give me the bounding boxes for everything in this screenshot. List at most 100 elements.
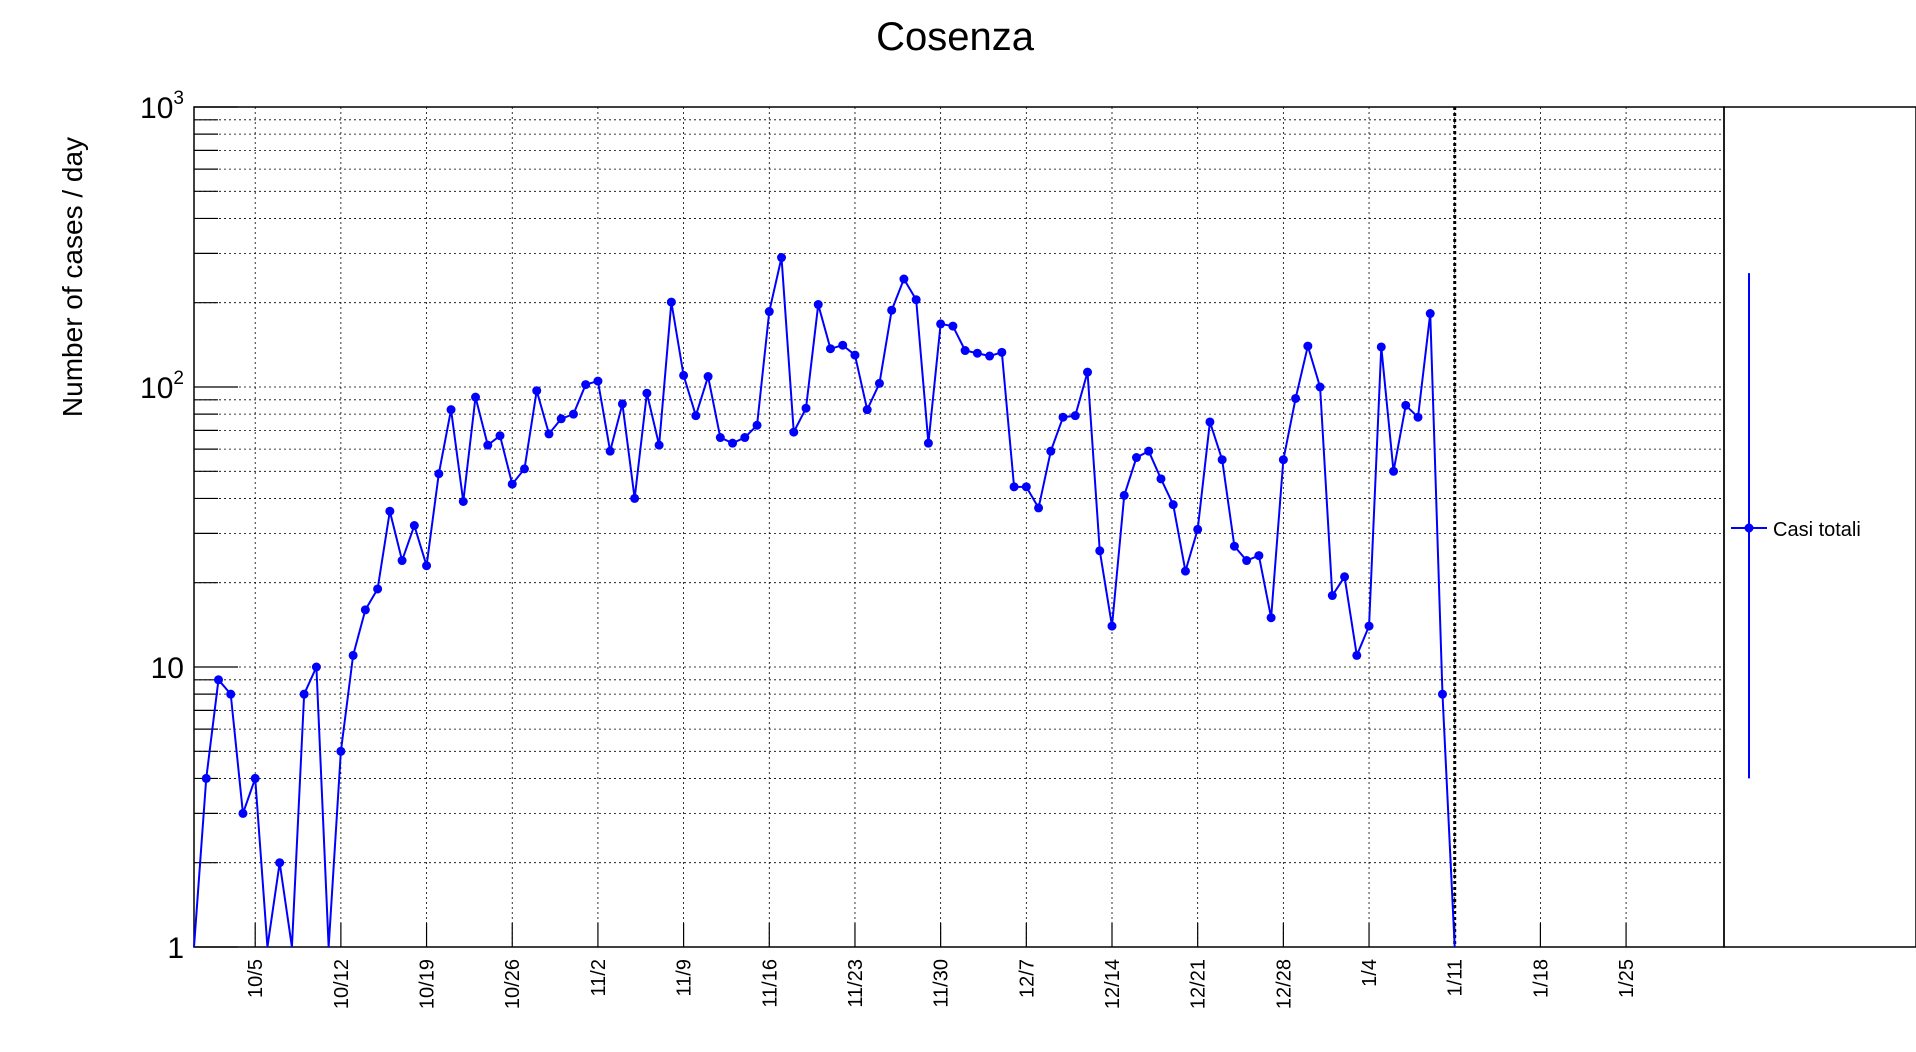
data-point: [1437, 689, 1447, 699]
data-point: [1046, 446, 1056, 456]
data-point: [838, 340, 848, 350]
y-tick-labels: 1 10 102 103: [140, 88, 184, 965]
x-tick-label: 12/7: [1016, 959, 1038, 998]
data-point: [409, 521, 419, 531]
data-point: [789, 427, 799, 437]
data-point: [777, 253, 787, 263]
data-point: [997, 347, 1007, 357]
data-point: [1315, 382, 1325, 392]
data-point: [1303, 341, 1313, 351]
data-point: [1389, 466, 1399, 476]
data-point: [275, 858, 285, 868]
data-point: [874, 378, 884, 388]
data-point: [1205, 417, 1215, 427]
data-point: [471, 392, 481, 402]
data-point: [642, 388, 652, 398]
data-point: [666, 297, 676, 307]
x-tick-label: 10/26: [502, 959, 524, 1009]
data-point: [1180, 566, 1190, 576]
data-point: [801, 403, 811, 413]
legend-box: [1723, 106, 1916, 948]
grid-lines: [194, 107, 1724, 947]
data-point: [446, 405, 456, 415]
x-tick-label: 12/21: [1188, 959, 1210, 1009]
data-point: [581, 380, 591, 390]
data-point: [1229, 541, 1239, 551]
data-point: [654, 440, 664, 450]
data-point: [336, 746, 346, 756]
x-tick-label: 12/14: [1102, 959, 1124, 1009]
x-tick-label: 11/2: [588, 959, 610, 996]
data-point: [1242, 556, 1252, 566]
data-point: [1107, 621, 1117, 631]
data-point: [923, 438, 933, 448]
data-point: [1168, 500, 1178, 510]
data-point: [899, 274, 909, 284]
chart-title: Cosenza: [876, 15, 1035, 59]
data-point: [1266, 613, 1276, 623]
data-point: [360, 605, 370, 615]
data-point: [1095, 546, 1105, 556]
data-point: [532, 386, 542, 396]
data-point: [1376, 342, 1386, 352]
data-point: [850, 350, 860, 360]
data-point: [715, 433, 725, 443]
data-point: [311, 662, 321, 672]
data-point: [1131, 453, 1141, 463]
data-point: [862, 405, 872, 415]
x-tick-label: 11/16: [759, 959, 781, 1008]
data-point: [1278, 455, 1288, 465]
legend-marker: [1744, 523, 1754, 533]
data-point: [1083, 367, 1093, 377]
x-tick-label: 12/28: [1273, 959, 1295, 1009]
data-point: [250, 773, 260, 783]
data-point: [1156, 474, 1166, 484]
data-point: [1364, 621, 1374, 631]
data-point: [1034, 503, 1044, 513]
data-point: [1009, 482, 1019, 492]
data-point: [519, 464, 529, 474]
x-tick-label: 1/18: [1530, 959, 1552, 998]
data-point: [764, 307, 774, 317]
data-point: [1352, 650, 1362, 660]
legend-entry-label: Casi totali: [1773, 519, 1861, 541]
data-point: [201, 773, 211, 783]
data-point: [703, 372, 713, 382]
data-point: [740, 433, 750, 443]
data-point: [422, 561, 432, 571]
data-point: [1425, 309, 1435, 319]
x-tick-label: 10/12: [331, 959, 353, 1009]
data-point: [483, 440, 493, 450]
x-tick-label: 1/25: [1616, 959, 1638, 998]
x-tick-labels: 10/5 10/12 10/19 10/26 11/2 11/9 11/16 11/23 11/…: [245, 959, 1638, 1009]
data-point: [397, 556, 407, 566]
data-point: [556, 414, 566, 424]
data-point: [1119, 490, 1129, 500]
data-point: [887, 305, 897, 315]
data-point: [568, 409, 578, 419]
data-point: [1327, 591, 1337, 601]
data-point: [728, 438, 738, 448]
data-point: [630, 493, 640, 503]
data-point: [299, 689, 309, 699]
data-point: [605, 446, 615, 456]
data-point: [985, 351, 995, 361]
data-point: [373, 584, 383, 594]
series-layer: [193, 253, 1456, 948]
data-point: [238, 808, 248, 818]
y-tick-label: 102: [140, 368, 184, 405]
y-tick-label: 10: [151, 652, 184, 685]
data-point: [972, 348, 982, 358]
data-point: [1413, 412, 1423, 422]
data-point: [1291, 393, 1301, 403]
x-tick-label: 10/5: [245, 959, 267, 998]
data-point: [495, 431, 505, 441]
data-point: [813, 300, 823, 310]
data-point: [1193, 524, 1203, 534]
data-point: [1401, 400, 1411, 410]
data-point: [1217, 455, 1227, 465]
x-tick-label: 11/9: [674, 959, 696, 996]
x-tick-label: 11/30: [931, 959, 953, 1008]
data-point: [385, 506, 395, 516]
